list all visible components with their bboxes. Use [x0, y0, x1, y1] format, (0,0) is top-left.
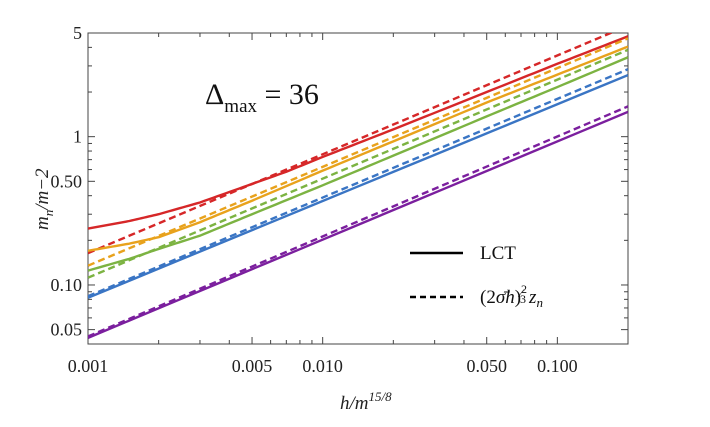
series-0-solid-line — [88, 35, 628, 230]
series-8-solid-line — [88, 110, 628, 339]
series-5-dashed-line — [88, 48, 628, 279]
y-tick-label: 5 — [73, 23, 82, 43]
series-6-solid-line — [88, 74, 628, 299]
series-layer — [88, 33, 628, 339]
x-tick-label: 0.001 — [68, 356, 109, 376]
legend: LCT (2σ̄h)2⁄3 zn — [410, 243, 543, 310]
x-axis-label: h/m15/8 — [340, 389, 392, 414]
series-1-dashed-line — [88, 33, 614, 255]
plot-frame — [87, 32, 629, 345]
y-axis-label: mn/m−2 — [32, 168, 56, 230]
annotation-delta-max: Δmax = 36 — [205, 78, 319, 117]
y-tick-label: 0.50 — [51, 171, 83, 191]
legend-label-scaling: (2σ̄h)2⁄3 zn — [480, 282, 543, 310]
series-7-dashed-line — [88, 68, 628, 298]
x-tick-label: 0.100 — [537, 356, 578, 376]
tick-labels: 0.001 0.005 0.010 0.050 0.100 0.05 0.10 0.50 1 5 — [51, 23, 578, 376]
y-tick-label: 0.10 — [51, 275, 83, 295]
x-tick-label: 0.005 — [232, 356, 273, 376]
series-2-solid-line — [88, 45, 628, 252]
series-3-dashed-line — [88, 37, 628, 267]
y-tick-label: 1 — [73, 127, 82, 147]
x-tick-label: 0.010 — [302, 356, 343, 376]
axis-ticks — [87, 32, 629, 345]
y-tick-label: 0.05 — [51, 320, 83, 340]
legend-label-lct: LCT — [480, 243, 516, 264]
x-tick-label: 0.050 — [466, 356, 507, 376]
series-9-dashed-line — [88, 105, 628, 338]
